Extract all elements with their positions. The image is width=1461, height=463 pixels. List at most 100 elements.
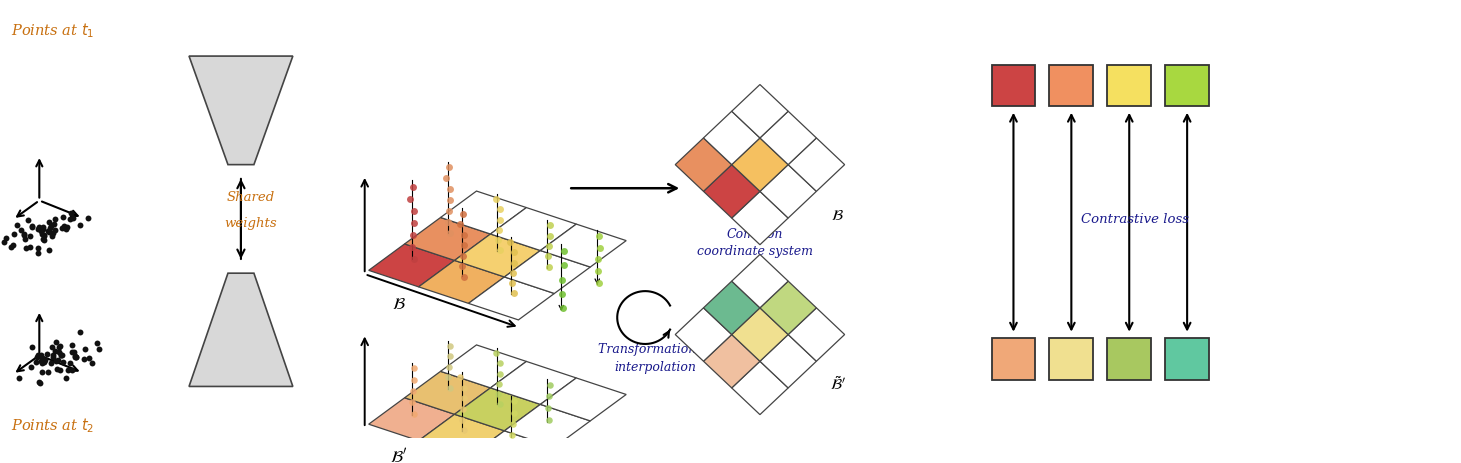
Point [589,244,612,252]
Point [63,349,86,356]
Point [34,356,57,363]
Point [63,354,86,361]
Point [400,399,424,406]
Point [47,357,70,364]
Point [56,367,79,375]
Polygon shape [368,398,454,441]
Point [32,358,56,366]
Point [73,345,96,353]
Point [7,374,31,382]
Point [31,231,54,238]
Point [587,232,611,240]
Point [488,400,511,408]
Point [0,235,18,242]
Point [438,197,462,205]
Point [503,409,526,416]
Point [44,216,67,223]
Point [1,242,25,249]
Point [538,416,561,424]
Point [4,222,28,230]
Point [31,224,54,232]
Point [60,349,83,356]
Polygon shape [760,282,817,335]
Point [69,221,92,229]
Point [438,230,462,238]
Point [80,360,104,367]
Point [28,225,51,233]
FancyBboxPatch shape [1107,338,1151,380]
Point [552,262,576,269]
Point [19,232,42,240]
FancyBboxPatch shape [1166,65,1210,107]
Polygon shape [491,362,576,405]
Point [47,349,70,356]
Point [586,268,609,275]
Point [41,354,64,361]
Point [450,263,473,270]
Point [0,232,4,239]
Text: weights: weights [225,217,278,230]
Point [26,244,50,252]
Point [451,406,475,413]
Point [76,215,99,222]
Point [25,358,48,365]
Point [487,227,510,234]
Point [536,253,560,261]
Polygon shape [541,378,627,421]
Point [32,237,56,244]
Text: Transformation &: Transformation & [599,342,712,355]
Point [48,344,72,351]
Point [449,374,472,381]
Polygon shape [454,388,541,431]
Point [29,351,53,358]
Point [13,244,37,252]
Point [42,221,66,228]
Point [20,223,44,231]
Text: $\tilde{\mathcal{B}}'$: $\tilde{\mathcal{B}}'$ [830,375,846,393]
Polygon shape [405,218,491,261]
Point [453,242,476,249]
Point [44,338,67,346]
Polygon shape [675,308,732,362]
Point [400,244,424,251]
Point [41,343,64,350]
Point [451,232,475,239]
Point [44,226,67,234]
Point [435,175,459,182]
Point [488,370,511,377]
Point [503,398,526,405]
Point [51,352,75,359]
Point [26,354,50,361]
Point [56,224,79,231]
Point [28,379,51,386]
Point [402,232,425,239]
Point [551,290,574,298]
Point [38,225,61,232]
Text: Points at $t_1$: Points at $t_1$ [12,21,95,40]
Polygon shape [419,414,504,457]
Point [488,206,511,214]
Polygon shape [787,308,844,362]
Point [41,351,64,359]
Point [1,231,25,238]
Point [44,348,67,355]
Point [552,248,576,256]
Point [403,220,427,227]
Point [29,357,53,365]
Point [438,186,462,194]
Point [449,221,472,228]
Point [488,247,511,255]
Point [501,420,524,428]
Point [399,195,422,203]
Point [50,352,73,359]
Point [37,228,60,236]
Point [48,343,72,350]
Point [85,340,108,347]
Point [28,379,51,387]
Point [13,236,37,243]
Point [450,416,473,424]
Point [38,219,61,226]
Text: interpolation: interpolation [614,361,695,374]
Point [13,232,37,239]
Point [32,232,56,240]
